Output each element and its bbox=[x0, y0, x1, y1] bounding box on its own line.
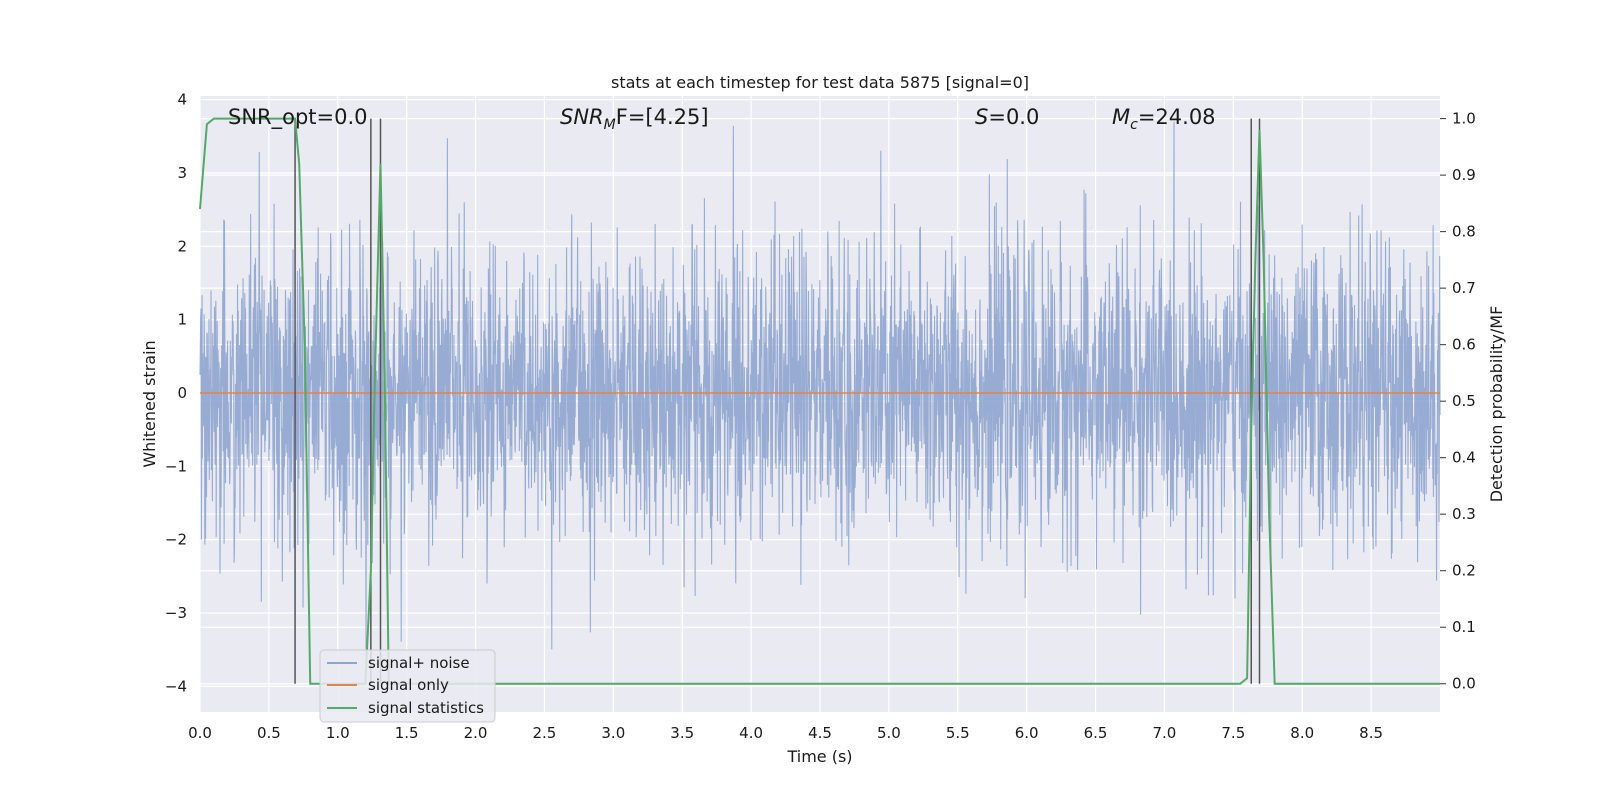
y2-tick-label: 0.5 bbox=[1452, 392, 1476, 410]
annotation-s-main: S bbox=[975, 105, 988, 129]
signal-statistics-series bbox=[199, 117, 1440, 685]
legend-label-noise: signal+ noise bbox=[368, 654, 470, 672]
y-tick-label: 1 bbox=[177, 311, 187, 329]
x-tick-label: 3.5 bbox=[670, 724, 694, 742]
x-tick-label: 6.5 bbox=[1084, 724, 1108, 742]
annotation-snr-opt: SNR_opt=0.0 bbox=[228, 105, 368, 130]
annotation-snr-mf-sub: M bbox=[604, 117, 616, 133]
noise-series bbox=[199, 121, 1441, 672]
annotation-s-rest: =0.0 bbox=[988, 105, 1039, 129]
legend-box bbox=[319, 649, 496, 723]
x-tick-label: 8.0 bbox=[1290, 724, 1314, 742]
y-tick-label: 2 bbox=[177, 237, 187, 255]
y-tick-label: −4 bbox=[165, 677, 187, 695]
y-axis-label: Whitened strain bbox=[140, 340, 159, 467]
annotation-mc-sub: c bbox=[1130, 117, 1138, 133]
x-tick-label: 1.0 bbox=[326, 724, 350, 742]
legend-label-signal-statistics: signal statistics bbox=[368, 699, 484, 717]
x-tick-label: 7.0 bbox=[1153, 724, 1177, 742]
annotation-snr-mf-rest: F=[4.25] bbox=[616, 105, 709, 129]
x-tick-label: 4.5 bbox=[808, 724, 832, 742]
y2-tick-label: 0.9 bbox=[1452, 166, 1476, 184]
annotation-mc-main: M bbox=[1112, 105, 1130, 129]
y-tick-label: 0 bbox=[177, 384, 187, 402]
legend-label-signal-only: signal only bbox=[368, 676, 449, 694]
noise-line bbox=[199, 121, 1441, 672]
y2-axis-label: Detection probability/MF bbox=[1487, 306, 1506, 503]
x-tick-label: 8.5 bbox=[1359, 724, 1383, 742]
y2-tick-label: 0.3 bbox=[1452, 505, 1476, 523]
y2-tick-label: 0.6 bbox=[1452, 336, 1476, 354]
annotation-snr-mf: SNRMF=[4.25] bbox=[560, 105, 709, 133]
y2-tick-label: 0.8 bbox=[1452, 223, 1476, 241]
x-tick-label: 7.5 bbox=[1221, 724, 1245, 742]
x-tick-labels: 0.0 0.5 1.0 1.5 2.0 2.5 3.0 3.5 4.0 4.5 5.0 5.5 6.0 6… bbox=[188, 724, 1383, 742]
y2-tick-label: 0.0 bbox=[1452, 675, 1476, 693]
annotation-mc-rest: =24.08 bbox=[1138, 105, 1216, 129]
x-tick-label: 3.0 bbox=[601, 724, 625, 742]
y-tick-label: 3 bbox=[177, 164, 187, 182]
x-tick-label: 5.0 bbox=[877, 724, 901, 742]
x-tick-label: 2.5 bbox=[533, 724, 557, 742]
y2-tick-label: 1.0 bbox=[1452, 110, 1476, 128]
y-tick-label: −2 bbox=[165, 531, 187, 549]
y-tick-label: 4 bbox=[177, 91, 187, 109]
x-axis-label: Time (s) bbox=[786, 747, 852, 766]
x-tick-label: 2.0 bbox=[464, 724, 488, 742]
y-tick-labels: 4 3 2 1 0 −1 −2 −3 −4 bbox=[165, 91, 187, 696]
x-tick-label: 0.0 bbox=[188, 724, 212, 742]
chart-title: stats at each timestep for test data 587… bbox=[611, 73, 1029, 92]
signal-statistics-line bbox=[199, 117, 1440, 685]
annotation-mc: Mc=24.08 bbox=[1112, 105, 1216, 133]
y-tick-label: −1 bbox=[165, 457, 187, 475]
y2-tick-label: 0.7 bbox=[1452, 279, 1476, 297]
y2-tick-labels: 1.0 0.9 0.8 0.7 0.6 0.5 0.4 0.3 0.2 0.1 0.0 bbox=[1440, 110, 1476, 693]
y2-tick-label: 0.1 bbox=[1452, 618, 1476, 636]
x-tick-label: 6.0 bbox=[1015, 724, 1039, 742]
annotation-snr-mf-main: SNR bbox=[560, 105, 604, 129]
x-tick-label: 4.0 bbox=[739, 724, 763, 742]
y2-tick-label: 0.2 bbox=[1452, 562, 1476, 580]
y-tick-label: −3 bbox=[165, 604, 187, 622]
x-tick-label: 5.5 bbox=[946, 724, 970, 742]
x-tick-label: 1.5 bbox=[395, 724, 419, 742]
annotation-s: S=0.0 bbox=[975, 105, 1039, 129]
y2-tick-label: 0.4 bbox=[1452, 449, 1476, 467]
legend: signal+ noise signal only signal statist… bbox=[319, 649, 496, 723]
x-tick-label: 0.5 bbox=[257, 724, 281, 742]
